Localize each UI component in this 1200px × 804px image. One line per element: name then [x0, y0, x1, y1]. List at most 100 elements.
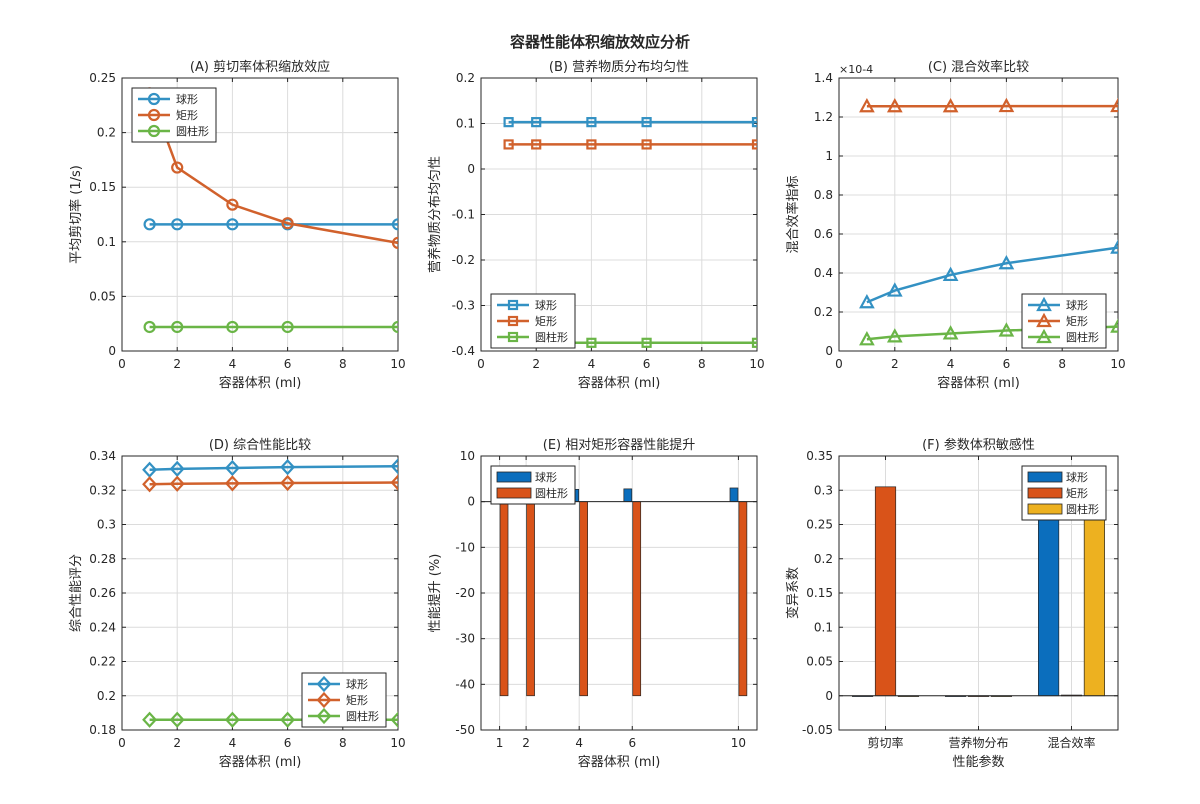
y-tick-label: 0.3	[814, 483, 833, 497]
legend-label: 矩形	[1066, 315, 1088, 328]
x-tick-label: 1	[496, 736, 504, 750]
y-tick-label: 1.4	[814, 71, 833, 85]
y-tick-label: 0.25	[89, 71, 116, 85]
y-tick-label: -0.2	[452, 253, 475, 267]
y-tick-label: 0.2	[456, 71, 475, 85]
bar	[624, 489, 632, 502]
x-tick-label: 4	[588, 357, 596, 371]
y-tick-label: 0	[825, 344, 833, 358]
y-tick-label: 0.1	[456, 117, 475, 131]
legend-label: 矩形	[535, 315, 557, 328]
x-tick-label: 8	[339, 357, 347, 371]
bar	[1084, 494, 1104, 696]
legend-swatch	[497, 472, 531, 482]
y-tick-label: 0	[467, 162, 475, 176]
x-tick-label: 6	[284, 357, 292, 371]
y-tick-label: -40	[455, 677, 475, 691]
x-tick-label: 2	[522, 736, 530, 750]
legend-label: 球形	[1066, 470, 1088, 484]
figure-title: 容器性能体积缩放效应分析	[509, 33, 690, 51]
legend-swatch	[1028, 488, 1062, 498]
y-axis-label: 平均剪切率 (1/s)	[68, 165, 84, 264]
bar	[875, 487, 895, 696]
x-tick-label: 10	[749, 357, 764, 371]
legend-label: 矩形	[176, 109, 198, 122]
y-tick-label: 0	[467, 495, 475, 509]
x-tick-label: 4	[229, 736, 237, 750]
y-tick-label: 0.15	[89, 180, 116, 194]
x-tick-label: 6	[1003, 357, 1011, 371]
y-tick-label: 0.2	[97, 126, 116, 140]
x-tick-label: 6	[628, 736, 636, 750]
legend-swatch	[497, 488, 531, 498]
y-axis-label: 性能提升 (%)	[427, 554, 443, 633]
y-tick-label: 0	[108, 344, 116, 358]
x-axis-label: 性能参数	[952, 754, 1004, 770]
chart-title: (B) 营养物质分布均匀性	[549, 59, 689, 75]
y-tick-label: 0.1	[97, 235, 116, 249]
bar	[527, 502, 535, 696]
y-tick-label: 0.2	[814, 305, 833, 319]
y-tick-label: -50	[455, 723, 475, 737]
legend-swatch	[1028, 504, 1062, 514]
series-line	[150, 483, 398, 485]
y-tick-label: 0.15	[806, 586, 833, 600]
y-tick-label: 1	[825, 149, 833, 163]
x-tick-label: 2	[173, 736, 181, 750]
legend-label: 球形	[1066, 298, 1088, 312]
legend-label: 圆柱形	[346, 709, 379, 723]
x-tick-label: 6	[643, 357, 651, 371]
x-tick-label: 0	[835, 357, 843, 371]
y-tick-label: 0.32	[89, 483, 116, 497]
y-axis-label: 营养物质分布均匀性	[427, 156, 443, 273]
y-tick-label: 0.24	[89, 620, 116, 634]
chart-title: (A) 剪切率体积缩放效应	[190, 59, 330, 75]
bar	[730, 488, 738, 502]
bar	[1038, 494, 1058, 696]
chart-title: (C) 混合效率比较	[928, 59, 1029, 75]
x-tick-label: 4	[575, 736, 583, 750]
y-tick-label: 0.3	[97, 518, 116, 532]
x-tick-label: 2	[891, 357, 899, 371]
x-axis-label: 容器体积 (ml)	[219, 754, 302, 770]
chart-panel-f: 剪切率营养物分布混合效率-0.0500.050.10.150.20.250.30…	[785, 437, 1118, 770]
y-tick-label: 0.34	[89, 449, 116, 463]
chart-title: (F) 参数体积敏感性	[922, 437, 1035, 453]
y-tick-label: 0.4	[814, 266, 833, 280]
y-tick-label: 0.35	[806, 449, 833, 463]
y-tick-label: -20	[455, 586, 475, 600]
bar	[580, 502, 588, 696]
x-tick-label: 混合效率	[1047, 735, 1095, 750]
legend-label: 圆柱形	[1066, 502, 1099, 516]
legend-label: 球形	[346, 677, 368, 691]
bar	[739, 502, 747, 696]
y-axis-label: 混合效率指标	[785, 175, 801, 253]
series-line	[150, 466, 398, 469]
y-tick-label: 0.6	[814, 227, 833, 241]
x-tick-label: 2	[173, 357, 181, 371]
x-tick-label: 0	[118, 357, 126, 371]
x-axis-label: 容器体积 (ml)	[578, 375, 661, 391]
x-tick-label: 0	[477, 357, 485, 371]
y-tick-label: 0	[825, 689, 833, 703]
y-exponent-label: ×10-4	[839, 63, 873, 76]
y-tick-label: 0.28	[89, 552, 116, 566]
bar	[500, 502, 508, 696]
x-tick-label: 8	[1058, 357, 1066, 371]
x-tick-label: 营养物分布	[948, 735, 1008, 750]
y-tick-label: 0.05	[89, 289, 116, 303]
y-tick-label: 1.2	[814, 110, 833, 124]
legend-label: 球形	[176, 92, 198, 106]
bar	[633, 502, 641, 696]
x-axis-label: 容器体积 (ml)	[937, 375, 1020, 391]
y-tick-label: 0.05	[806, 655, 833, 669]
x-tick-label: 4	[947, 357, 955, 371]
y-axis-label: 变异系数	[785, 567, 801, 619]
legend-label: 矩形	[1066, 487, 1088, 500]
